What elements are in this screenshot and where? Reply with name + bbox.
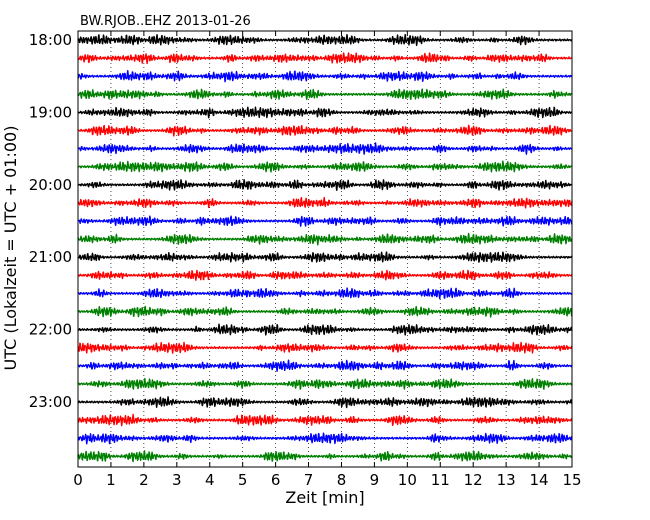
x-tick-label-14: 14 <box>530 471 549 489</box>
x-axis-ticks: 0 1 2 3 4 5 6 7 8 9 10 11 12 13 14 15 <box>73 31 582 489</box>
trace-2100 <box>77 251 573 263</box>
trace-2330 <box>77 432 573 445</box>
y-tick-label-3: 21:00 <box>29 248 72 266</box>
chart-title: BW.RJOB..EHZ 2013-01-26 <box>80 14 251 29</box>
y-tick-label-5: 23:00 <box>29 393 72 411</box>
trace-1845 <box>77 88 573 101</box>
y-axis-label: UTC (Lokalzeit = UTC + 01:00) <box>1 126 20 371</box>
y-tick-label-0: 18:00 <box>29 31 72 49</box>
trace-1930 <box>77 142 573 155</box>
y-axis-ticks: 18:00 19:00 20:00 21:00 22:00 23:00 <box>29 31 572 411</box>
trace-2230 <box>77 359 573 372</box>
x-tick-label-8: 8 <box>337 471 347 489</box>
plot-frame <box>77 30 573 468</box>
x-tick-label-2: 2 <box>139 471 149 489</box>
x-tick-label-13: 13 <box>497 471 516 489</box>
trace-2200 <box>77 323 573 336</box>
trace-2145 <box>77 305 573 318</box>
x-tick-label-1: 1 <box>106 471 116 489</box>
x-axis-label: Zeit [min] <box>285 488 364 507</box>
x-tick-label-0: 0 <box>73 471 83 489</box>
y-tick-label-2: 20:00 <box>29 176 72 194</box>
x-tick-label-12: 12 <box>464 471 483 489</box>
trace-1830 <box>77 70 573 83</box>
trace-2300 <box>77 396 573 409</box>
trace-2030 <box>77 215 573 227</box>
x-tick-label-11: 11 <box>431 471 450 489</box>
trace-2115 <box>77 269 573 281</box>
x-tick-label-3: 3 <box>172 471 182 489</box>
trace-2045 <box>77 232 573 246</box>
x-tick-label-15: 15 <box>562 471 581 489</box>
trace-1800 <box>77 33 573 47</box>
trace-2215 <box>77 341 573 354</box>
trace-1815 <box>77 52 573 65</box>
x-tick-label-5: 5 <box>238 471 248 489</box>
x-tick-label-6: 6 <box>271 471 281 489</box>
x-tick-label-10: 10 <box>398 471 417 489</box>
trace-2245 <box>77 377 573 390</box>
x-tick-label-7: 7 <box>304 471 314 489</box>
seismic-traces <box>77 33 573 463</box>
x-tick-label-9: 9 <box>370 471 380 489</box>
trace-1945 <box>77 160 573 173</box>
vertical-gridlines <box>110 31 540 467</box>
trace-2315 <box>77 413 573 427</box>
trace-2015 <box>77 196 573 209</box>
trace-1915 <box>77 124 573 137</box>
x-tick-label-4: 4 <box>205 471 215 489</box>
y-tick-label-4: 22:00 <box>29 321 72 339</box>
trace-2000 <box>77 178 573 191</box>
trace-1900 <box>77 106 573 119</box>
trace-2345 <box>77 450 573 463</box>
trace-2130 <box>77 287 573 300</box>
y-tick-label-1: 19:00 <box>29 103 72 121</box>
